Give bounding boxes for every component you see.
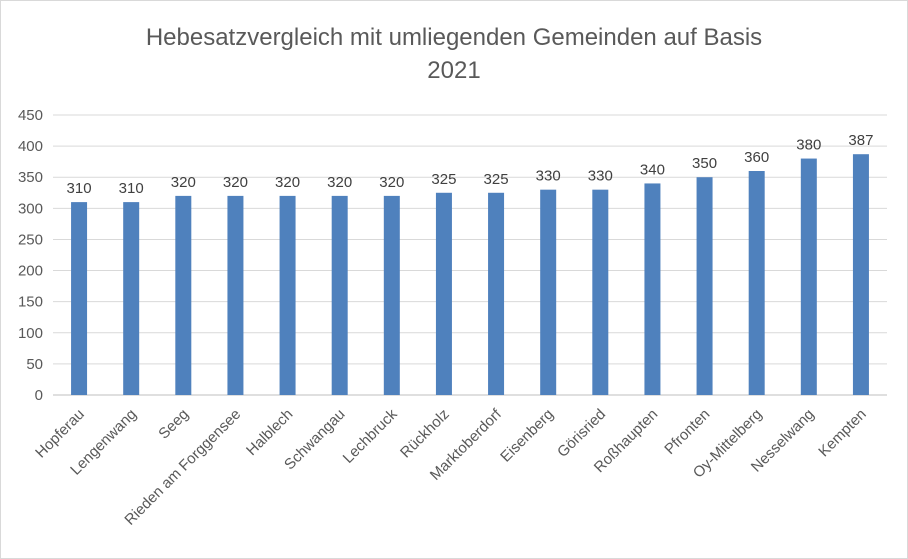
bar: [435, 192, 452, 395]
x-tick-label: Lechbruck: [340, 405, 401, 466]
data-label: 320: [171, 174, 196, 191]
bar: [279, 195, 296, 395]
bar: [852, 154, 869, 395]
chart-title-year: 2021: [427, 57, 481, 84]
bar: [123, 202, 140, 395]
data-label: 310: [119, 180, 144, 197]
bar: [175, 195, 192, 395]
data-label: 310: [67, 180, 92, 197]
data-label: 387: [848, 132, 873, 149]
y-tick-label: 400: [18, 138, 43, 155]
y-tick-label: 50: [26, 356, 43, 373]
bar: [748, 171, 765, 395]
bar: [644, 183, 661, 395]
chart-title: Hebesatzvergleich mit umliegenden Gemein…: [145, 24, 763, 51]
bar: [696, 177, 713, 395]
y-tick-label: 250: [18, 231, 43, 248]
bar: [71, 202, 88, 395]
y-tick-label: 0: [35, 387, 43, 404]
y-tick-label: 300: [18, 200, 43, 217]
data-label: 350: [692, 155, 717, 172]
x-tick-label: Eisenberg: [497, 406, 557, 466]
data-label: 320: [379, 174, 404, 191]
y-tick-label: 350: [18, 169, 43, 186]
data-label: 325: [431, 171, 456, 188]
x-tick-label: Seeg: [155, 406, 192, 443]
bar: [592, 189, 609, 395]
x-tick-label: Pfronten: [661, 406, 713, 458]
y-tick-label: 150: [18, 294, 43, 311]
data-label: 380: [796, 137, 821, 154]
x-tick-label: Halblech: [243, 406, 296, 459]
data-label: 325: [484, 171, 509, 188]
data-label: 320: [327, 174, 352, 191]
data-label: 330: [588, 168, 613, 185]
data-label: 330: [536, 168, 561, 185]
bar: [331, 195, 348, 395]
data-label: 340: [640, 161, 665, 178]
bar: [488, 192, 505, 395]
x-tick-label: Görisried: [554, 406, 609, 461]
y-tick-label: 450: [18, 107, 43, 124]
bar: [540, 189, 557, 395]
data-label: 320: [223, 174, 248, 191]
bar: [800, 158, 817, 395]
bar: [227, 195, 244, 395]
data-label: 320: [275, 174, 300, 191]
bar: [383, 195, 400, 395]
x-tick-label: Kempten: [815, 406, 869, 460]
data-label: 360: [744, 149, 769, 166]
y-tick-label: 200: [18, 263, 43, 280]
y-tick-label: 100: [18, 325, 43, 342]
